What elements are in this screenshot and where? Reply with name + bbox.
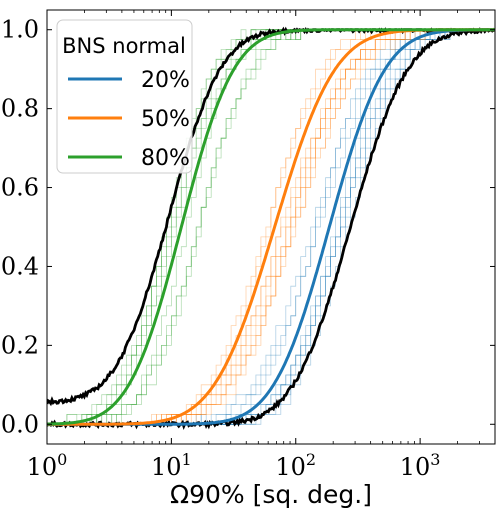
axes: 0.0 0.2 0.4 0.6 0.8 1.0 100 101 102 103 — [1, 10, 496, 481]
y-tick-label: 0.6 — [1, 174, 39, 202]
x-tick-label: 103 — [400, 450, 441, 481]
legend: BNS normal 20% 50% 80% — [56, 19, 193, 174]
legend-box — [56, 19, 193, 174]
x-tick-label: 102 — [275, 450, 316, 481]
x-tick-label: 100 — [27, 450, 68, 481]
x-tick-label: 101 — [151, 450, 192, 481]
legend-label-50: 50% — [141, 107, 190, 132]
legend-label-20: 20% — [141, 68, 190, 93]
legend-label-80: 80% — [141, 146, 190, 171]
y-tick-label: 1.0 — [1, 16, 39, 44]
legend-title: BNS normal — [62, 34, 186, 58]
y-tick-label: 0.2 — [1, 331, 39, 359]
lower-envelope-line — [47, 27, 495, 431]
y-tick-label: 0.4 — [1, 252, 39, 280]
series-line-80pct — [47, 28, 495, 426]
y-tick-label: 0.0 — [1, 410, 39, 438]
plot-area — [47, 26, 495, 431]
x-axis-label: Ω90% [sq. deg.] — [170, 480, 372, 509]
plot-frame — [46, 9, 496, 445]
y-tick-label: 0.8 — [1, 95, 39, 123]
